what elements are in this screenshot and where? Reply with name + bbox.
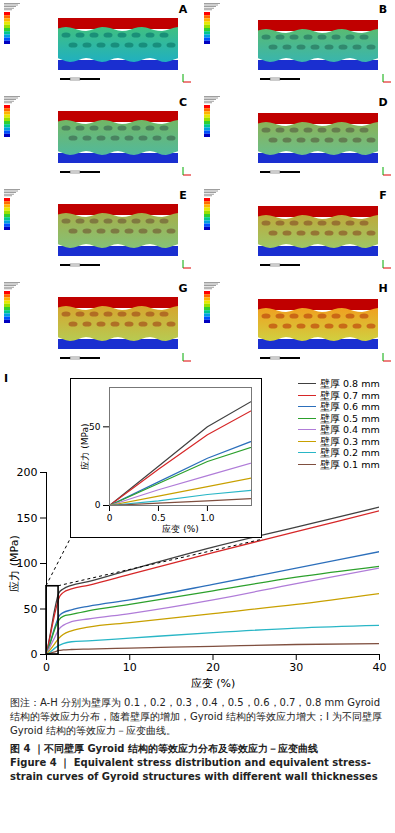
html-text:壁厚 0.2 mm: 壁厚 0.2 mm (320, 447, 380, 458)
svg-text:应变 (%): 应变 (%) (191, 677, 236, 690)
svg-text:应力 (MPa): 应力 (MPa) (80, 423, 90, 469)
html-text:壁厚 0.4 mm: 壁厚 0.4 mm (320, 424, 380, 435)
svg-text:应力 (MPa): 应力 (MPa) (8, 535, 21, 591)
svg-text:1.0: 1.0 (200, 513, 215, 523)
svg-text:C: C (179, 96, 187, 109)
html-text:图 4 ｜不同壁厚 Gyroid 结构的等效应力分布及等效应: 图 4 ｜不同壁厚 Gyroid 结构的等效应力分布及等效应力－应变曲线 (10, 742, 318, 754)
html-text:壁厚 0.1 mm: 壁厚 0.1 mm (320, 458, 380, 470)
html-text:图注：A-H 分别为壁厚为 0.1，0.2，0.3，0.4，: 图注：A-H 分别为壁厚为 0.1，0.2，0.3，0.4，0.5，0.6，0.… (10, 697, 383, 737)
svg-text:200: 200 (17, 466, 38, 479)
html-text:壁厚 0.8 mm: 壁厚 0.8 mm (320, 378, 380, 389)
svg-text:20: 20 (206, 661, 220, 674)
svg-text:G: G (178, 282, 187, 295)
svg-text:50: 50 (89, 422, 101, 432)
svg-text:0.5: 0.5 (151, 513, 165, 523)
html-text:壁厚 0.7 mm: 壁厚 0.7 mm (320, 389, 380, 401)
svg-text:0: 0 (107, 513, 113, 523)
svg-text:0: 0 (31, 648, 38, 661)
svg-text:0: 0 (95, 500, 101, 510)
svg-text:A: A (179, 3, 188, 16)
svg-text:F: F (379, 189, 387, 202)
html-text:壁厚 0.5 mm: 壁厚 0.5 mm (320, 412, 380, 424)
html-text:壁厚 0.6 mm: 壁厚 0.6 mm (320, 401, 380, 412)
svg-text:B: B (379, 3, 387, 16)
svg-text:H: H (378, 282, 387, 295)
svg-text:100: 100 (16, 557, 38, 570)
svg-text:0: 0 (43, 661, 50, 674)
svg-text:10: 10 (123, 661, 137, 674)
svg-text:50: 50 (24, 603, 38, 616)
svg-text:150: 150 (17, 512, 38, 525)
svg-text:30: 30 (289, 661, 303, 674)
html-text:壁厚 0.3 mm: 壁厚 0.3 mm (320, 435, 380, 447)
html-text:Figure 4 ｜ Equivalent stress d: Figure 4 ｜ Equivalent stress distributio… (10, 756, 378, 782)
svg-text:应变 (%): 应变 (%) (162, 524, 198, 534)
svg-text:40: 40 (373, 661, 387, 674)
html-text:I: I (4, 372, 9, 385)
svg-text:D: D (378, 96, 387, 109)
svg-text:E: E (179, 189, 187, 202)
